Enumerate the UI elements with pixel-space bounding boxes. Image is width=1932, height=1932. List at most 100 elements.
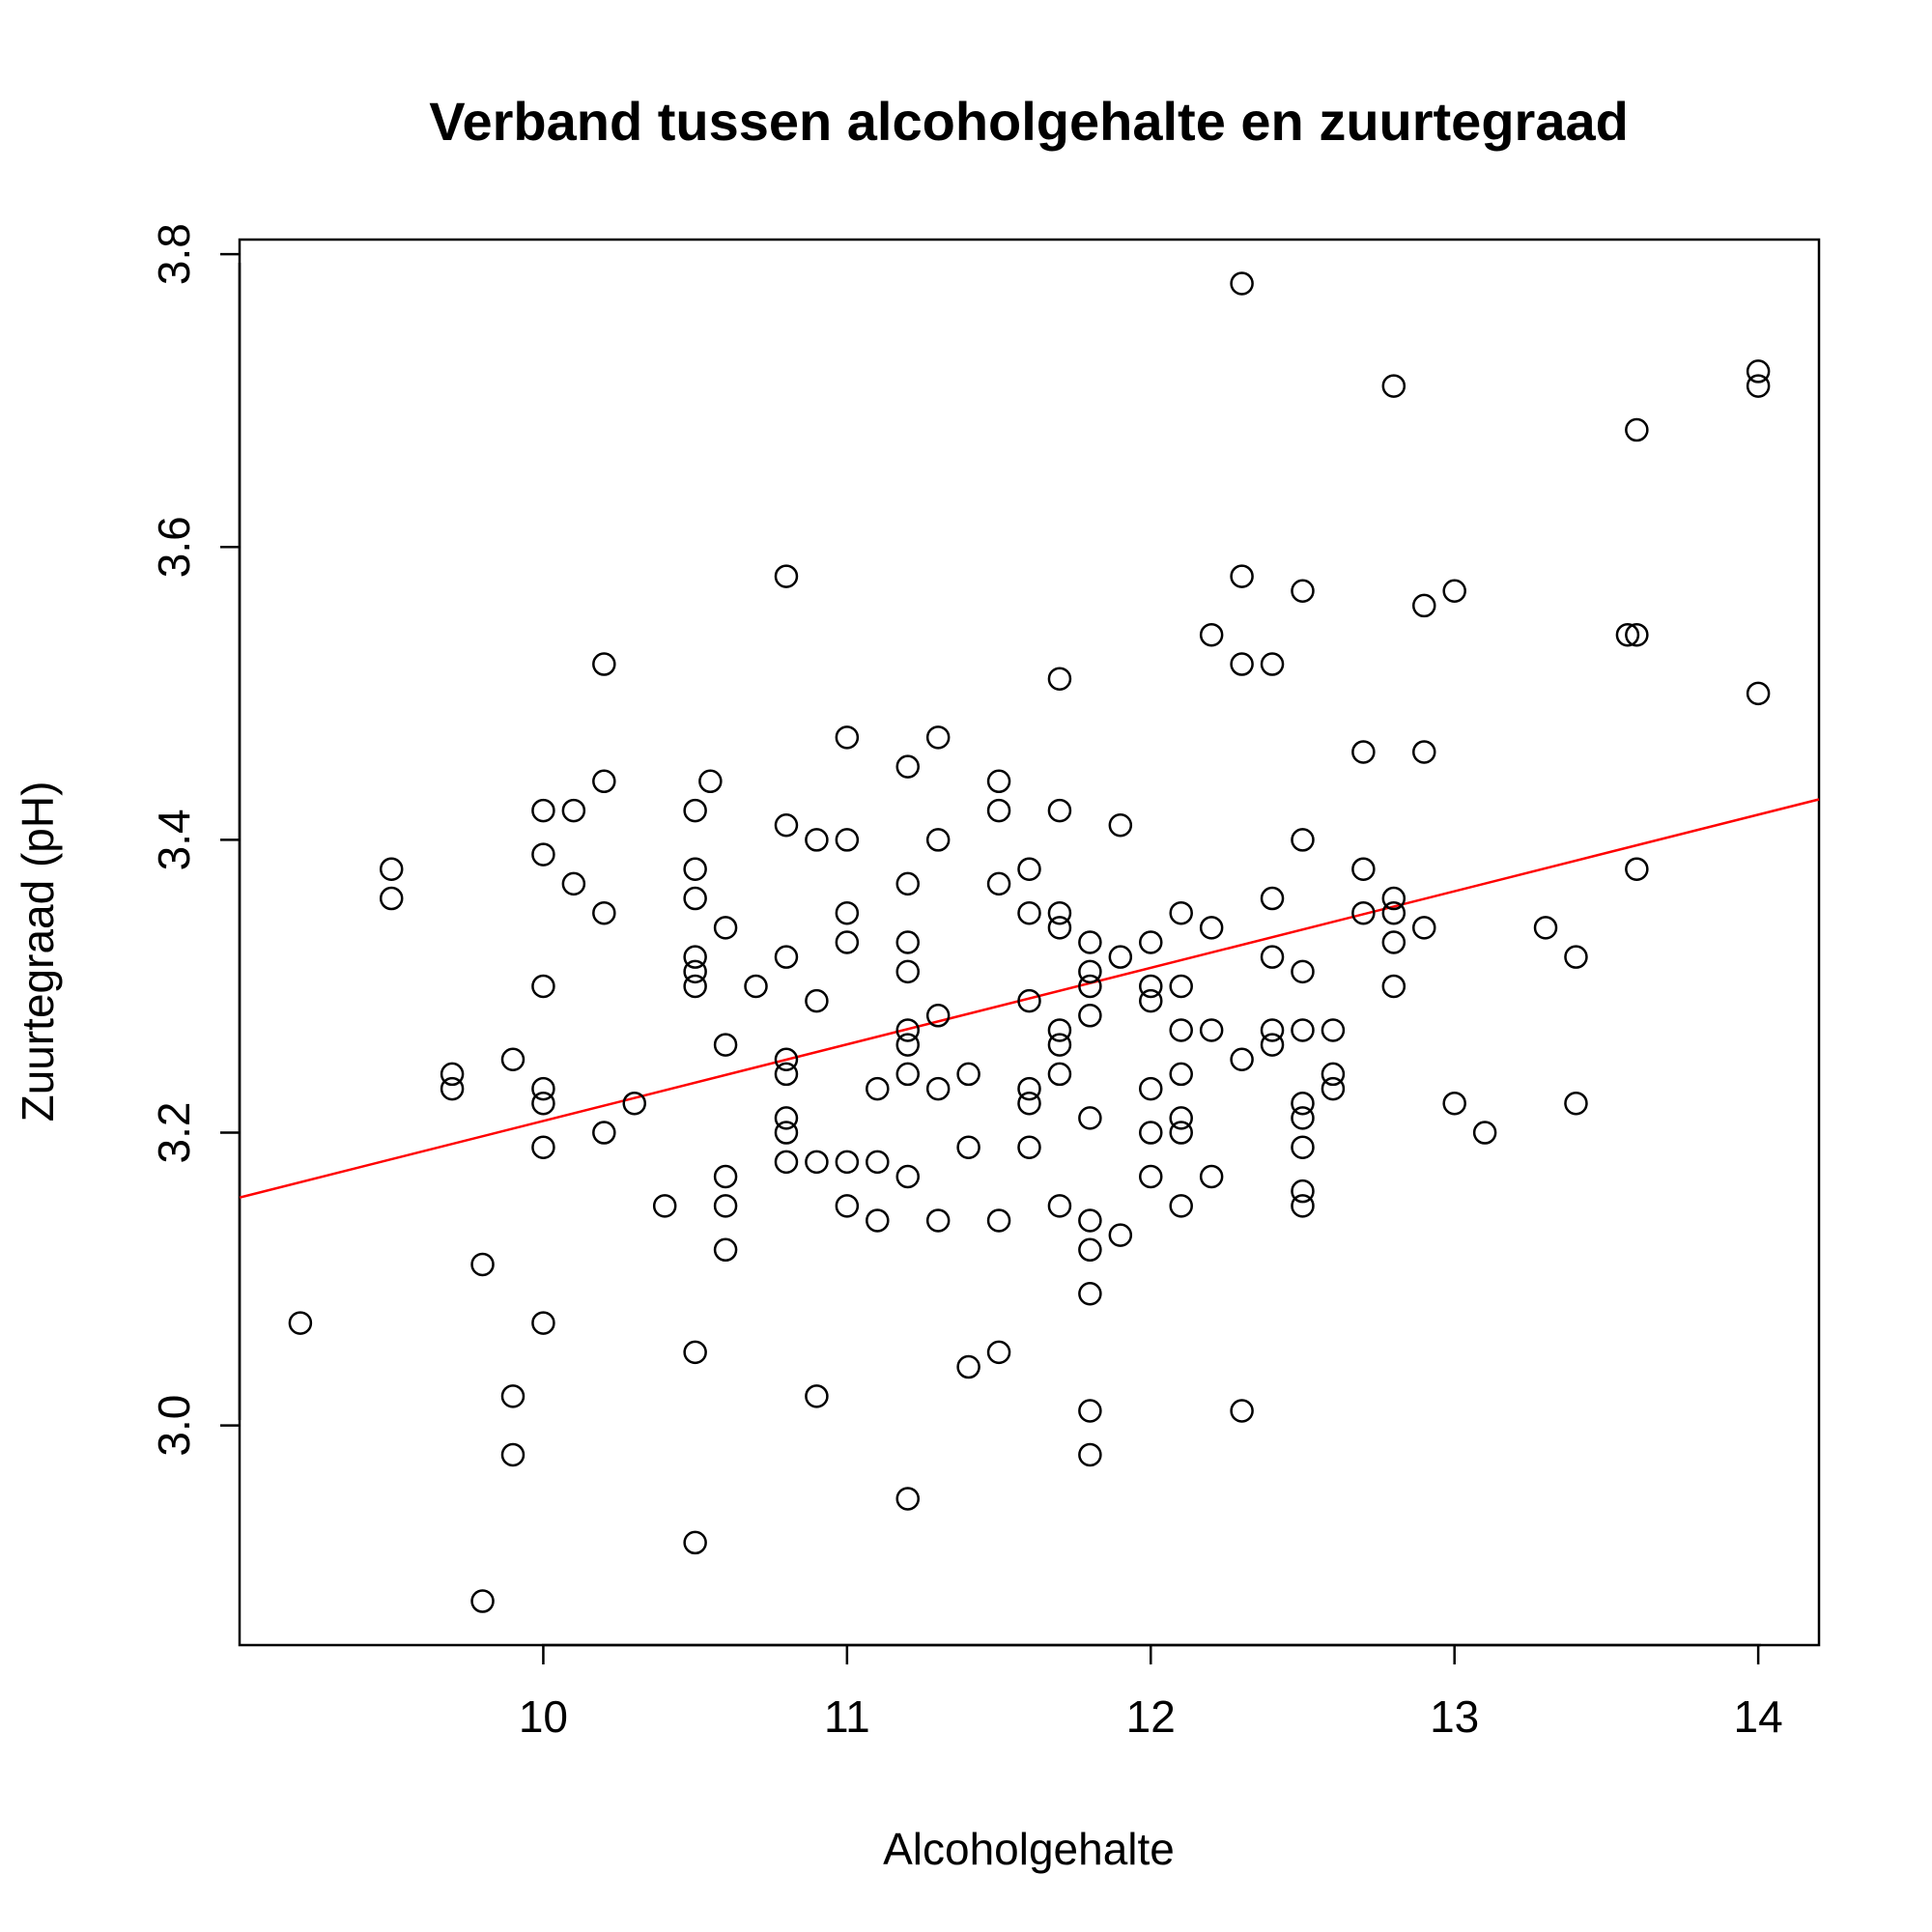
data-point	[895, 871, 920, 896]
data-point	[1625, 622, 1649, 647]
y-tick-label: 3.2	[149, 1102, 199, 1164]
data-point	[835, 725, 860, 750]
data-point	[835, 1194, 860, 1218]
data-point	[1199, 1018, 1224, 1042]
data-point	[1078, 1208, 1102, 1233]
data-point	[592, 652, 616, 676]
data-point	[698, 769, 723, 794]
data-point	[774, 1047, 799, 1071]
data-point	[500, 1384, 526, 1408]
data-point	[531, 798, 555, 823]
data-point	[531, 1135, 555, 1159]
data-point	[1351, 740, 1376, 764]
x-tick-label: 10	[519, 1691, 568, 1742]
data-point	[1260, 945, 1285, 969]
data-point	[986, 871, 1011, 896]
data-point	[1047, 1194, 1072, 1218]
data-point	[774, 813, 799, 838]
data-point	[895, 930, 920, 954]
data-point	[1047, 916, 1072, 940]
regression-line	[239, 798, 1820, 1199]
data-point	[956, 1354, 980, 1379]
data-point	[440, 1076, 465, 1101]
y-tick-label: 3.4	[149, 809, 199, 870]
data-point	[713, 916, 738, 940]
data-point	[288, 1311, 313, 1335]
data-point	[895, 1164, 920, 1189]
data-point	[561, 871, 586, 896]
data-point	[683, 857, 707, 881]
data-point	[1381, 886, 1406, 911]
data-point	[561, 798, 586, 823]
data-point	[925, 828, 951, 852]
data-point	[592, 900, 616, 925]
data-point	[470, 1252, 495, 1277]
data-point	[1078, 1106, 1102, 1130]
data-point	[1139, 1121, 1163, 1145]
data-point	[866, 1076, 890, 1101]
data-point	[1381, 374, 1406, 398]
data-point	[1412, 593, 1436, 618]
data-point	[805, 988, 829, 1013]
data-point	[1047, 1018, 1072, 1042]
data-point	[986, 1208, 1011, 1233]
data-point	[531, 842, 555, 867]
data-point	[895, 1062, 920, 1087]
data-point	[925, 1076, 951, 1101]
data-point	[1260, 1018, 1285, 1042]
data-point	[1078, 959, 1102, 984]
data-point	[835, 900, 860, 925]
data-point	[531, 974, 555, 999]
data-point	[805, 1384, 829, 1408]
data-point	[925, 1208, 951, 1233]
data-point	[379, 886, 404, 911]
data-point	[1321, 1076, 1346, 1101]
y-tick-label: 3.6	[149, 516, 199, 578]
data-point	[1291, 828, 1315, 852]
data-point	[866, 1150, 890, 1175]
data-point	[1078, 974, 1102, 999]
data-point	[1230, 564, 1254, 588]
data-point	[835, 930, 860, 954]
data-point	[1291, 1018, 1315, 1042]
data-point	[683, 886, 707, 911]
data-point	[1291, 1106, 1315, 1130]
data-point	[1169, 1106, 1193, 1130]
x-axis-label: Alcoholgehalte	[883, 1824, 1175, 1874]
data-point	[835, 828, 860, 852]
data-point	[895, 1018, 920, 1042]
data-point	[1139, 988, 1163, 1013]
data-point	[1381, 900, 1406, 925]
data-point	[986, 1340, 1011, 1365]
data-point	[1169, 1018, 1193, 1042]
data-point	[1351, 857, 1376, 881]
data-point	[1017, 988, 1041, 1013]
data-point	[774, 1150, 799, 1175]
data-point	[1017, 900, 1041, 925]
data-point	[895, 959, 920, 984]
data-point	[1291, 579, 1315, 603]
y-axis-label: Zuurtegraad (pH)	[13, 781, 63, 1122]
data-point	[1564, 1091, 1588, 1116]
data-point	[956, 1135, 980, 1159]
x-tick-label: 14	[1734, 1691, 1783, 1742]
data-point	[1230, 271, 1254, 296]
data-point	[895, 1033, 920, 1057]
data-point	[1017, 857, 1041, 881]
data-point	[1260, 886, 1285, 911]
data-point	[1746, 681, 1771, 706]
data-point	[1047, 1062, 1072, 1087]
data-point	[1169, 1194, 1193, 1218]
data-point	[1321, 1018, 1346, 1042]
data-point	[986, 798, 1011, 823]
data-point	[1017, 1076, 1041, 1101]
data-point	[1381, 930, 1406, 954]
y-axis-ticks: 3.0 3.2 3.4 3.6 3.8	[149, 223, 240, 1457]
data-point	[1078, 1237, 1102, 1263]
data-point	[1078, 930, 1102, 954]
data-point	[1291, 1091, 1315, 1116]
data-point	[895, 1487, 920, 1511]
data-point	[683, 945, 707, 969]
data-point	[1108, 813, 1133, 838]
data-point	[1017, 1091, 1041, 1116]
